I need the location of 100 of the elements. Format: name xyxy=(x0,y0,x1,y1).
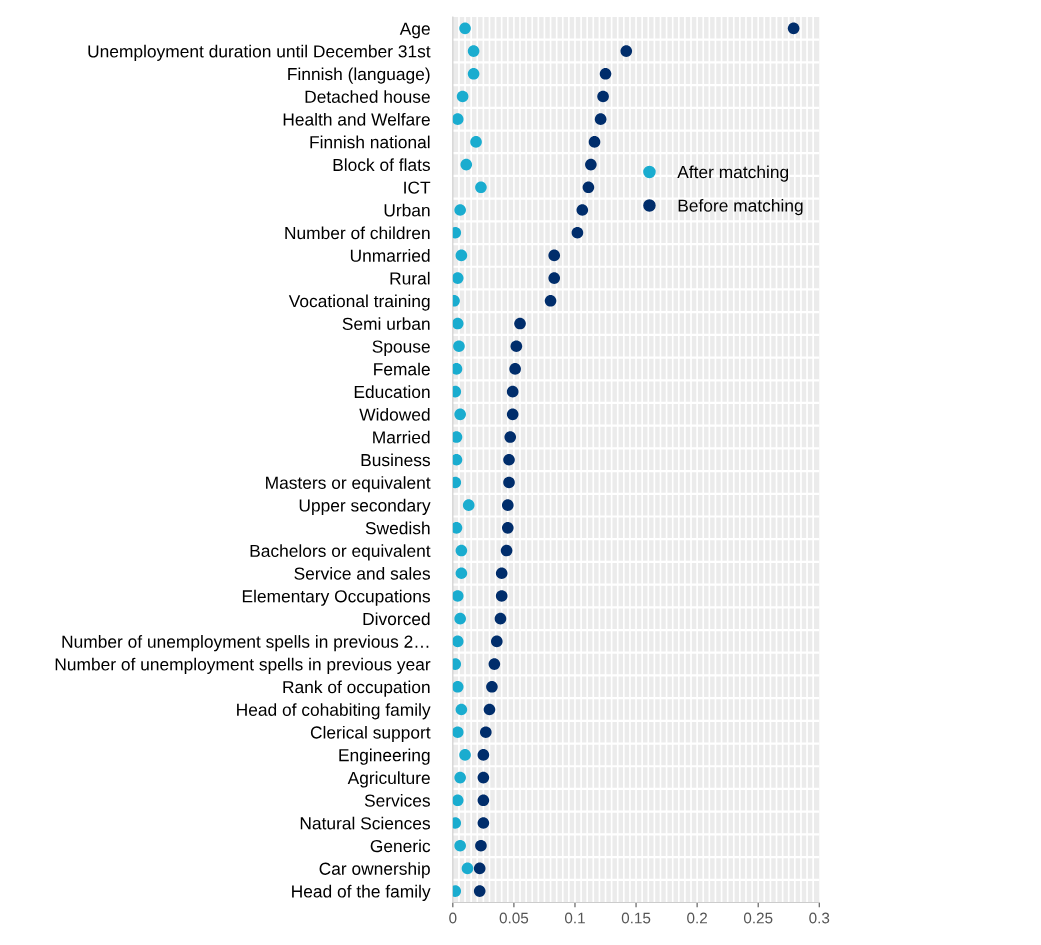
y-tick-label: Married xyxy=(373,430,430,444)
legend-label: After matching xyxy=(677,165,789,182)
y-tick-label: Masters or equivalent xyxy=(266,476,431,493)
point xyxy=(452,658,462,670)
point xyxy=(455,249,468,262)
y-tick-label: Head of cohabiting family xyxy=(237,703,431,720)
y-tick-label: Agriculture xyxy=(347,771,430,788)
point xyxy=(454,612,466,625)
y-tick-label: Rural xyxy=(390,271,430,285)
x-tick-label: 0.25 xyxy=(743,912,773,924)
point xyxy=(461,862,474,875)
point xyxy=(486,680,498,693)
point xyxy=(473,862,486,875)
point xyxy=(452,317,464,330)
point xyxy=(503,476,515,489)
point xyxy=(594,113,607,125)
legend-label: Before matching xyxy=(678,199,803,216)
y-tick-label: Vocational training xyxy=(288,294,430,311)
y-tick-label: ICT xyxy=(404,181,431,194)
point xyxy=(506,408,519,421)
point xyxy=(491,635,503,648)
point xyxy=(456,90,469,103)
point xyxy=(477,794,490,807)
point xyxy=(514,317,526,330)
point xyxy=(501,499,514,511)
y-tick-label: Swedish xyxy=(365,521,430,535)
point xyxy=(454,771,466,784)
point xyxy=(455,544,468,557)
y-tick-label: Unmarried xyxy=(350,249,430,262)
point xyxy=(544,295,557,307)
point xyxy=(452,794,464,807)
point xyxy=(477,771,490,784)
point xyxy=(504,431,517,443)
y-tick-label: Age xyxy=(399,22,430,39)
point xyxy=(452,635,464,648)
y-tick-label: Urban xyxy=(384,203,430,217)
y-tick-label: Number of children xyxy=(285,226,430,240)
point xyxy=(454,839,466,852)
point xyxy=(494,612,507,625)
y-tick-label: Education xyxy=(354,385,430,399)
point xyxy=(452,726,464,738)
y-tick-label: Finnish national xyxy=(310,135,430,149)
point xyxy=(460,158,473,171)
y-tick-label: Number of unemployment spells in previous year xyxy=(55,657,431,674)
y-tick-label: Number of unemployment spells in previous 2… xyxy=(62,635,429,652)
point xyxy=(503,453,515,466)
point xyxy=(495,590,508,602)
point xyxy=(452,226,462,239)
x-tick-label: 0 xyxy=(449,912,457,924)
x-tick-label: 0.05 xyxy=(499,912,529,924)
point xyxy=(599,67,612,80)
point xyxy=(620,45,633,57)
point xyxy=(477,817,490,829)
x-tick-label: 0.3 xyxy=(809,912,830,924)
point xyxy=(452,431,463,443)
y-tick-label: Widowed xyxy=(359,408,430,421)
point xyxy=(452,885,462,897)
point xyxy=(576,204,589,216)
x-tick-label: 0.2 xyxy=(687,912,707,924)
point xyxy=(475,181,487,194)
point xyxy=(506,385,519,398)
y-tick-label: Business xyxy=(361,453,430,467)
point xyxy=(548,249,561,262)
y-tick-label: Bachelors or equivalent xyxy=(250,544,431,561)
point xyxy=(453,340,465,353)
point xyxy=(467,67,480,80)
y-tick-label: Block of flats xyxy=(333,158,430,172)
x-tick-label: 0.15 xyxy=(621,912,651,924)
point xyxy=(459,749,471,761)
point xyxy=(787,22,800,35)
point xyxy=(452,476,462,489)
y-tick-label: Head of the family xyxy=(292,884,431,902)
point xyxy=(452,817,462,829)
y-tick-label: Elementary Occupations xyxy=(242,589,430,606)
y-tick-label: Semi urban xyxy=(342,317,430,330)
point xyxy=(571,226,584,239)
point xyxy=(500,544,513,557)
point xyxy=(473,885,486,897)
y-tick-label: Divorced xyxy=(363,612,430,626)
point xyxy=(548,272,561,284)
y-tick-label: Service and sales xyxy=(294,566,430,580)
point xyxy=(477,749,490,761)
y-tick-label: Engineering xyxy=(339,748,430,765)
y-tick-label: Unemployment duration until December 31st xyxy=(88,44,431,61)
point xyxy=(495,567,508,580)
point xyxy=(452,113,464,125)
y-tick-label: Clerical support xyxy=(310,725,431,743)
point xyxy=(488,658,501,670)
y-tick-label: Female xyxy=(374,362,430,376)
y-tick-label: Natural Sciences xyxy=(300,816,430,830)
point xyxy=(480,726,492,738)
y-tick-label: Generic xyxy=(370,839,431,853)
point xyxy=(597,90,609,103)
point xyxy=(475,839,487,852)
y-tick-label: Services xyxy=(364,794,430,807)
point xyxy=(470,136,482,148)
point xyxy=(452,522,463,534)
point xyxy=(454,204,466,216)
point xyxy=(467,45,480,57)
point xyxy=(452,680,464,693)
